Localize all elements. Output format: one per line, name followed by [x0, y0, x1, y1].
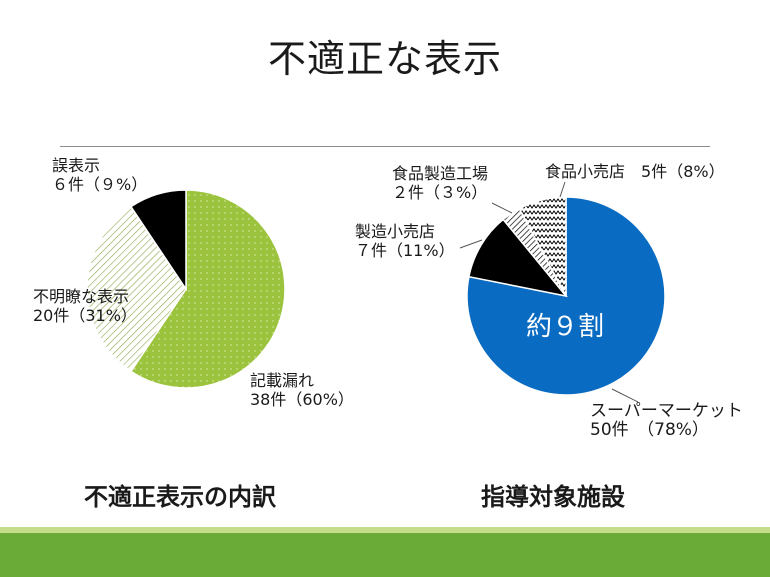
pie-slice-2	[129, 189, 187, 292]
slice-name: 食品製造工場	[392, 164, 489, 183]
slice-label-fumeiryou: 不明瞭な表示 20件（31%）	[33, 287, 137, 325]
footer-band-light	[0, 527, 770, 533]
pie-right	[466, 196, 666, 396]
leader-line-shokuhin-kouri	[559, 181, 566, 198]
footer-band-dark	[0, 533, 770, 577]
center-annotation: 約９割	[526, 312, 605, 342]
slice-name: 誤表示	[52, 156, 101, 175]
pie-left	[86, 189, 286, 389]
pie-slice-1	[86, 205, 187, 373]
page-title: 不適正な表示	[267, 37, 502, 81]
slice-name: 不明瞭な表示	[33, 287, 130, 306]
leader-line-seizo	[459, 239, 483, 249]
pie-slice-3	[518, 196, 567, 297]
slice-label-shokuhin-kouri: 食品小売店 5件（8%）	[545, 162, 725, 181]
slice-label-kisai-more: 記載漏れ 38件（60%）	[250, 371, 354, 409]
slice-count: ６件（９%）	[52, 175, 148, 194]
caption-left: 不適正表示の内訳	[84, 483, 276, 511]
slice-label-seizo-kouri: 製造小売店 ７件（11%）	[355, 222, 455, 260]
pie-slice-1	[468, 218, 568, 298]
slice-count: 5件（8%）	[641, 162, 725, 181]
leader-line-kojo	[491, 202, 513, 214]
slice-count: 50件 （78%）	[590, 420, 709, 440]
slice-name: 食品小売店	[545, 162, 626, 181]
leader-line-super	[611, 388, 639, 403]
pie-slice-0	[129, 189, 286, 389]
slice-name: スーパーマーケット	[590, 401, 743, 421]
slice-count: ７件（11%）	[355, 241, 455, 260]
slice-name: 製造小売店	[355, 222, 436, 241]
slice-label-kojo: 食品製造工場 ２件（３%）	[392, 164, 488, 202]
slice-label-gohyouji: 誤表示 ６件（９%）	[52, 156, 147, 194]
slice-count: 38件（60%）	[250, 390, 354, 409]
caption-right: 指導対象施設	[481, 483, 625, 511]
title-divider	[60, 146, 710, 147]
slice-label-super: スーパーマーケット 50件 （78%）	[590, 402, 743, 440]
slice-count: 20件（31%）	[33, 306, 137, 325]
slice-count: ２件（３%）	[392, 183, 488, 202]
slice-name: 記載漏れ	[250, 371, 315, 390]
